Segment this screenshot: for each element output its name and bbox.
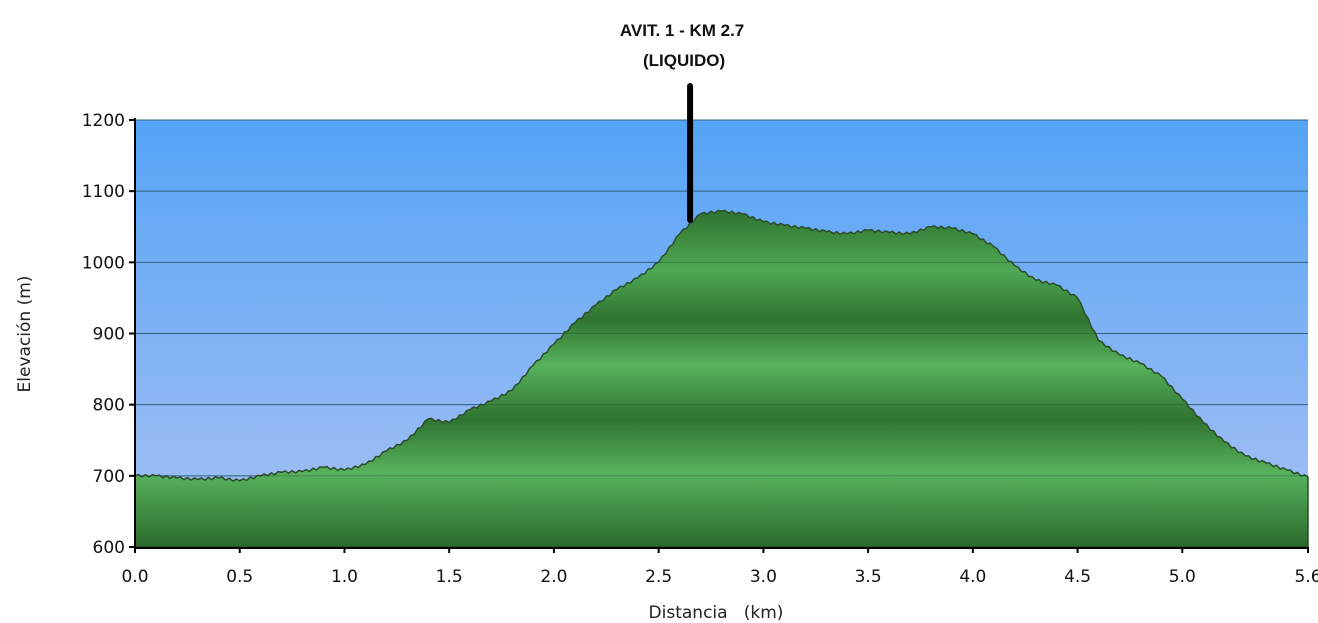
- aid-station-label-line2: (LIQUIDO): [643, 51, 725, 70]
- y-tick-label: 1100: [82, 182, 125, 202]
- y-tick-label: 900: [93, 325, 125, 345]
- y-axis-label: Elevación (m): [15, 276, 35, 393]
- terrain-area: [134, 209, 1309, 548]
- grid-lines-overlay: [135, 119, 1308, 477]
- x-tick-label: 0.5: [226, 567, 253, 587]
- y-tick-label: 700: [93, 467, 125, 487]
- x-tick-label: 0.0: [121, 567, 148, 587]
- x-tick-label: 1.5: [436, 567, 463, 587]
- x-axis-ticks: 0.0 0.5 1.0 1.5 2.0 2.5 3.0 3.5 4.0 4.5 5.0 5.6: [121, 547, 1318, 587]
- x-tick-label: 5.0: [1169, 567, 1196, 587]
- aid-station-label-line1: AVIT. 1 - KM 2.7: [620, 21, 744, 40]
- y-tick-label: 1000: [82, 253, 125, 273]
- x-tick-label: 3.5: [855, 567, 882, 587]
- x-tick-label: 2.0: [540, 567, 567, 587]
- x-tick-label: 1.0: [331, 567, 358, 587]
- y-tick-label: 600: [93, 538, 125, 558]
- y-tick-label: 800: [93, 396, 125, 416]
- x-tick-label: 3.0: [750, 567, 777, 587]
- x-tick-label: 4.5: [1064, 567, 1091, 587]
- x-axis-label: Distancia (km): [649, 603, 784, 623]
- x-tick-label: 5.6: [1294, 567, 1318, 587]
- y-tick-label: 1200: [82, 111, 125, 131]
- annotations: AVIT. 1 - KM 2.7 (LIQUIDO): [620, 21, 744, 223]
- y-axis-ticks: 600 700 800 900 1000 1100 1200: [82, 111, 135, 558]
- x-tick-label: 4.0: [959, 567, 986, 587]
- x-tick-label: 2.5: [645, 567, 672, 587]
